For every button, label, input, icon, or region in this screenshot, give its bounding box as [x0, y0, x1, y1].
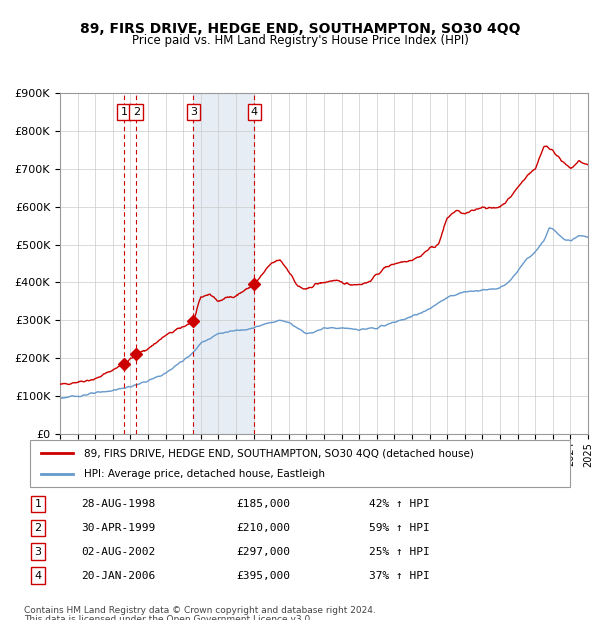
Text: 20-JAN-2006: 20-JAN-2006: [81, 570, 155, 581]
Text: 89, FIRS DRIVE, HEDGE END, SOUTHAMPTON, SO30 4QQ (detached house): 89, FIRS DRIVE, HEDGE END, SOUTHAMPTON, …: [84, 448, 474, 458]
Text: £185,000: £185,000: [236, 499, 290, 509]
Text: 28-AUG-1998: 28-AUG-1998: [81, 499, 155, 509]
Text: 25% ↑ HPI: 25% ↑ HPI: [369, 547, 430, 557]
Text: HPI: Average price, detached house, Eastleigh: HPI: Average price, detached house, East…: [84, 469, 325, 479]
FancyBboxPatch shape: [30, 440, 570, 487]
Text: 2: 2: [34, 523, 41, 533]
Text: Price paid vs. HM Land Registry's House Price Index (HPI): Price paid vs. HM Land Registry's House …: [131, 34, 469, 47]
Text: Contains HM Land Registry data © Crown copyright and database right 2024.: Contains HM Land Registry data © Crown c…: [24, 606, 376, 616]
Text: 1: 1: [121, 107, 128, 117]
Text: 37% ↑ HPI: 37% ↑ HPI: [369, 570, 430, 581]
Text: 59% ↑ HPI: 59% ↑ HPI: [369, 523, 430, 533]
Text: 3: 3: [190, 107, 197, 117]
Text: 4: 4: [251, 107, 258, 117]
Text: £297,000: £297,000: [236, 547, 290, 557]
Text: 4: 4: [34, 570, 41, 581]
Text: 2: 2: [133, 107, 140, 117]
Bar: [193, 93, 254, 434]
Text: 3: 3: [34, 547, 41, 557]
Text: £395,000: £395,000: [236, 570, 290, 581]
Text: This data is licensed under the Open Government Licence v3.0.: This data is licensed under the Open Gov…: [24, 615, 313, 620]
Text: 42% ↑ HPI: 42% ↑ HPI: [369, 499, 430, 509]
Text: 89, FIRS DRIVE, HEDGE END, SOUTHAMPTON, SO30 4QQ: 89, FIRS DRIVE, HEDGE END, SOUTHAMPTON, …: [80, 22, 520, 36]
Text: £210,000: £210,000: [236, 523, 290, 533]
Text: 1: 1: [34, 499, 41, 509]
Text: 30-APR-1999: 30-APR-1999: [81, 523, 155, 533]
Text: 02-AUG-2002: 02-AUG-2002: [81, 547, 155, 557]
